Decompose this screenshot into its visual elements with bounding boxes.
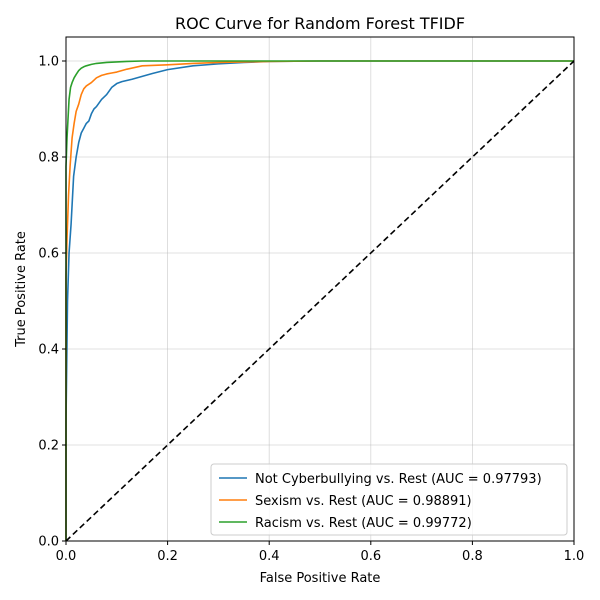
legend: Not Cyberbullying vs. Rest (AUC = 0.9779… bbox=[210, 463, 568, 536]
chart-title: ROC Curve for Random Forest TFIDF bbox=[175, 14, 465, 33]
legend-box bbox=[210, 463, 568, 536]
legend-label-racism: Racism vs. Rest (AUC = 0.99772) bbox=[255, 516, 472, 531]
x-axis-label: False Positive Rate bbox=[260, 571, 381, 586]
y-tick-label: 0.8 bbox=[38, 151, 59, 166]
y-axis-label: True Positive Rate bbox=[14, 231, 29, 348]
x-tick-label: 0.8 bbox=[462, 549, 483, 564]
x-tick-label: 0.6 bbox=[360, 549, 381, 564]
x-axis-ticks: 0.0 0.2 0.4 0.6 0.8 1.0 bbox=[56, 541, 585, 564]
y-tick-label: 0.4 bbox=[38, 343, 59, 358]
chance-diagonal-line bbox=[65, 60, 575, 542]
y-axis-ticks: 0.0 0.2 0.4 0.6 0.8 1.0 bbox=[38, 55, 66, 550]
x-tick-label: 0.0 bbox=[56, 549, 77, 564]
y-tick-label: 1.0 bbox=[38, 55, 59, 70]
y-tick-label: 0.0 bbox=[38, 535, 59, 550]
y-tick-label: 0.6 bbox=[38, 247, 59, 262]
series-lines bbox=[65, 60, 575, 542]
roc-line-racism bbox=[65, 60, 574, 541]
x-tick-label: 1.0 bbox=[564, 549, 585, 564]
y-tick-label: 0.2 bbox=[38, 439, 59, 454]
x-tick-label: 0.2 bbox=[157, 549, 178, 564]
plot-frame bbox=[65, 36, 575, 542]
x-tick-label: 0.4 bbox=[259, 549, 280, 564]
legend-label-sexism: Sexism vs. Rest (AUC = 0.98891) bbox=[255, 494, 472, 509]
roc-line-sexism bbox=[65, 60, 574, 541]
legend-label-not-cyberbullying: Not Cyberbullying vs. Rest (AUC = 0.9779… bbox=[255, 472, 542, 487]
